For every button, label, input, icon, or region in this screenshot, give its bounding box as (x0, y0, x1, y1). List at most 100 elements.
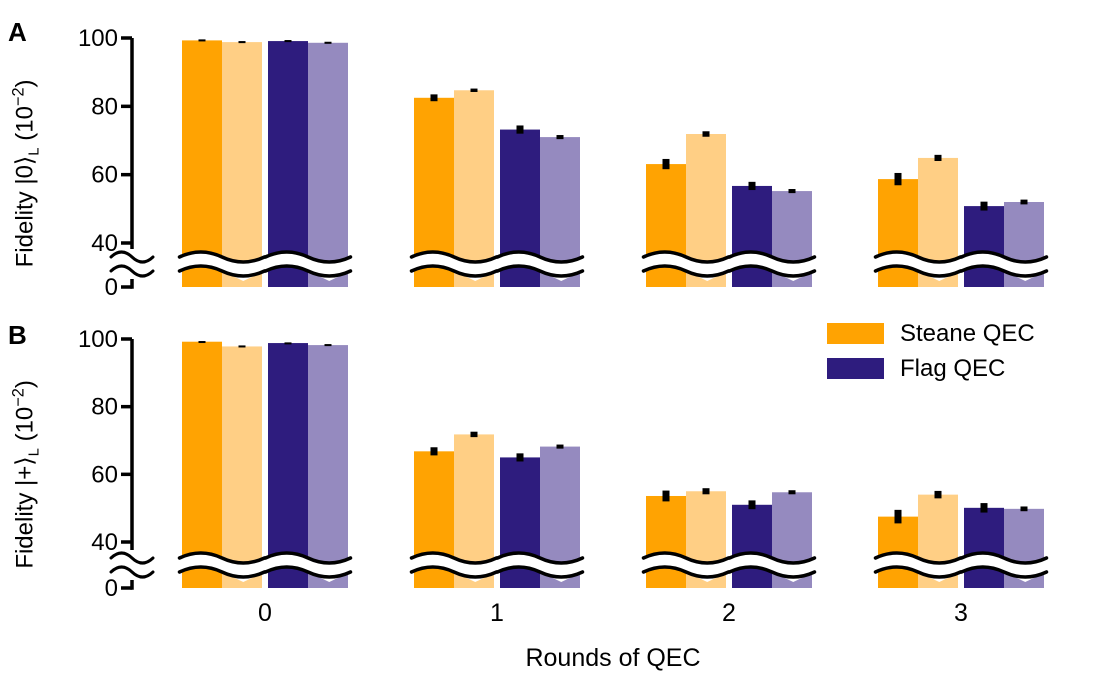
y-tick-label: 40 (91, 529, 118, 556)
error-bar (516, 125, 524, 134)
error-bar (662, 158, 670, 170)
legend-swatch-flag (827, 358, 884, 379)
y-tick-label: 0 (105, 274, 118, 301)
bar-break-wave (495, 565, 585, 579)
bar-break-band (875, 252, 961, 281)
bar-break-wave (641, 264, 731, 278)
error-bar (470, 431, 478, 438)
error-bar (470, 88, 478, 92)
error-bar (324, 41, 332, 44)
x-tick-label: 0 (258, 599, 272, 627)
error-bar (934, 154, 942, 161)
legend-swatch-steane (827, 323, 884, 344)
bar-break-band (729, 553, 815, 582)
bar-break-wave (641, 250, 731, 264)
error-bar (238, 345, 246, 348)
bar-a-round0-1 (182, 40, 222, 288)
error-bar (324, 344, 332, 347)
bar-break-band (643, 553, 729, 582)
bar-break-wave (177, 565, 267, 579)
y-axis-title-a-superscript: −2 (9, 87, 28, 107)
x-axis-title: Rounds of QEC (525, 644, 701, 672)
bar-break-wave (727, 250, 817, 264)
x-tick-label: 3 (954, 599, 968, 627)
x-tick-label: 1 (490, 599, 504, 627)
error-bar (556, 135, 564, 140)
y-axis-title-a-main: Fidelity |0⟩ (11, 155, 39, 268)
bar-break-wave (727, 264, 817, 278)
bar-break-wave (495, 250, 585, 264)
bar-break-wave (959, 264, 1049, 278)
bar-break-wave (873, 264, 963, 278)
y-axis-title-b-subscript: L (26, 448, 43, 457)
y-axis-break-icon (109, 250, 155, 264)
bar-break-band (265, 553, 351, 582)
error-bar (198, 39, 206, 42)
bar-a-round3-3 (964, 206, 1004, 287)
bar-break-band (643, 252, 729, 281)
y-axis-title-a-subscript: L (26, 147, 43, 156)
panel-label-b: B (8, 320, 27, 350)
panel-label-a: A (8, 17, 27, 47)
error-bar (516, 453, 524, 462)
error-bar (556, 444, 564, 449)
y-axis-title-b-superscript: −2 (9, 388, 28, 407)
error-bar (430, 447, 438, 456)
error-bar (284, 40, 292, 43)
bar-b-round2-1 (646, 495, 686, 588)
bar-break-wave (409, 264, 499, 278)
bar-b-round0-1 (182, 341, 222, 588)
bar-break-wave (873, 565, 963, 579)
error-bar (788, 189, 796, 194)
error-bar (198, 341, 206, 344)
legend-label-steane: Steane QEC (900, 320, 1035, 347)
y-tick-label: 80 (91, 93, 118, 120)
error-bar (788, 490, 796, 495)
bar-a-round0-3 (268, 41, 308, 288)
bar-break-wave (727, 565, 817, 579)
bar-break-band (411, 553, 497, 582)
bar-b-round0-2 (222, 346, 262, 588)
bar-b-round3-3 (964, 507, 1004, 588)
bar-break-wave (409, 250, 499, 264)
y-axis-title-b: Fidelity |+⟩L (10−2) (10, 349, 43, 599)
bar-break-band (961, 553, 1047, 582)
bar-break-band (411, 252, 497, 281)
error-bar (894, 172, 902, 186)
legend-label-flag: Flag QEC (900, 355, 1006, 382)
panel-b: 0 40 60 80 100 (78, 326, 1049, 602)
y-axis-break-icon (109, 264, 155, 278)
bar-break-wave (409, 565, 499, 579)
bar-a-round3-1 (878, 179, 918, 287)
y-tick-label: 80 (91, 394, 118, 421)
error-bar (980, 503, 988, 513)
y-axis-break-icon (109, 565, 155, 579)
error-bar (238, 41, 246, 44)
bar-a-round2-3 (732, 185, 772, 287)
y-axis-title-b-main: Fidelity |+⟩ (11, 456, 39, 569)
bar-break-wave (959, 551, 1049, 565)
y-axis-title-b-mid: (10 (11, 406, 39, 449)
bar-break-wave (495, 551, 585, 565)
panel-a: 0 40 60 80 100 (78, 25, 1049, 301)
error-bar (1020, 506, 1028, 512)
legend-row-steane: Steane QEC (827, 320, 1035, 347)
error-bar (980, 201, 988, 211)
bar-a-round1-2 (454, 90, 494, 288)
bar-break-wave (873, 551, 963, 565)
y-axis-title-a-end: ) (11, 79, 39, 88)
bar-break-wave (263, 565, 353, 579)
bar-b-round2-3 (732, 504, 772, 588)
legend: Steane QEC Flag QEC (827, 320, 1035, 393)
bar-break-band (729, 252, 815, 281)
error-bar (748, 500, 756, 510)
bar-b-round0-4 (308, 345, 348, 588)
bar-break-band (875, 553, 961, 582)
error-bar (934, 490, 942, 499)
y-axis-title-a: Fidelity |0⟩L (10−2) (10, 48, 43, 298)
bar-break-band (179, 553, 265, 582)
bar-a-round0-2 (222, 42, 262, 287)
y-tick-label: 60 (91, 461, 118, 488)
y-axis-title-a-mid: (10 (11, 106, 39, 148)
